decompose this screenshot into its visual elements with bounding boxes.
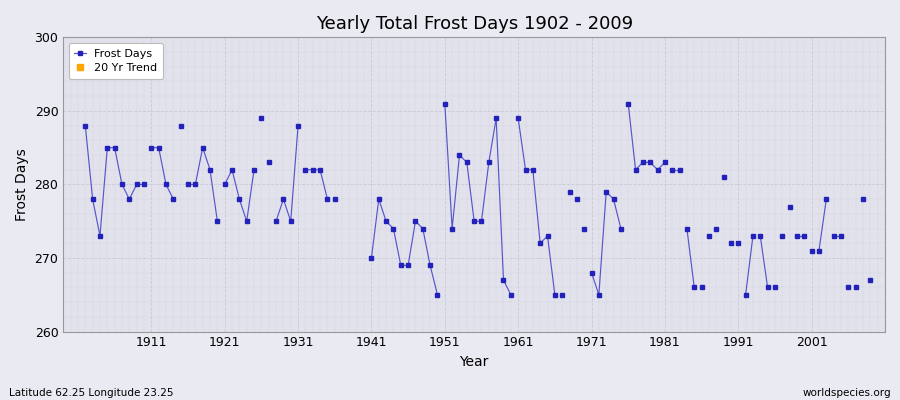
Frost Days [80,123,91,128]
Frost Days [139,182,149,187]
Frost Days [94,234,105,238]
X-axis label: Year: Year [460,355,489,369]
Frost Days [117,182,128,187]
Title: Yearly Total Frost Days 1902 - 2009: Yearly Total Frost Days 1902 - 2009 [316,15,633,33]
Frost Days [131,182,142,187]
Frost Days [109,145,120,150]
Frost Days [102,145,112,150]
Text: Latitude 62.25 Longitude 23.25: Latitude 62.25 Longitude 23.25 [9,388,174,398]
Line: Frost Days: Frost Days [84,124,146,238]
Text: worldspecies.org: worldspecies.org [803,388,891,398]
Y-axis label: Frost Days: Frost Days [15,148,29,221]
Frost Days [87,197,98,202]
Legend: Frost Days, 20 Yr Trend: Frost Days, 20 Yr Trend [68,43,163,79]
Frost Days [124,197,135,202]
